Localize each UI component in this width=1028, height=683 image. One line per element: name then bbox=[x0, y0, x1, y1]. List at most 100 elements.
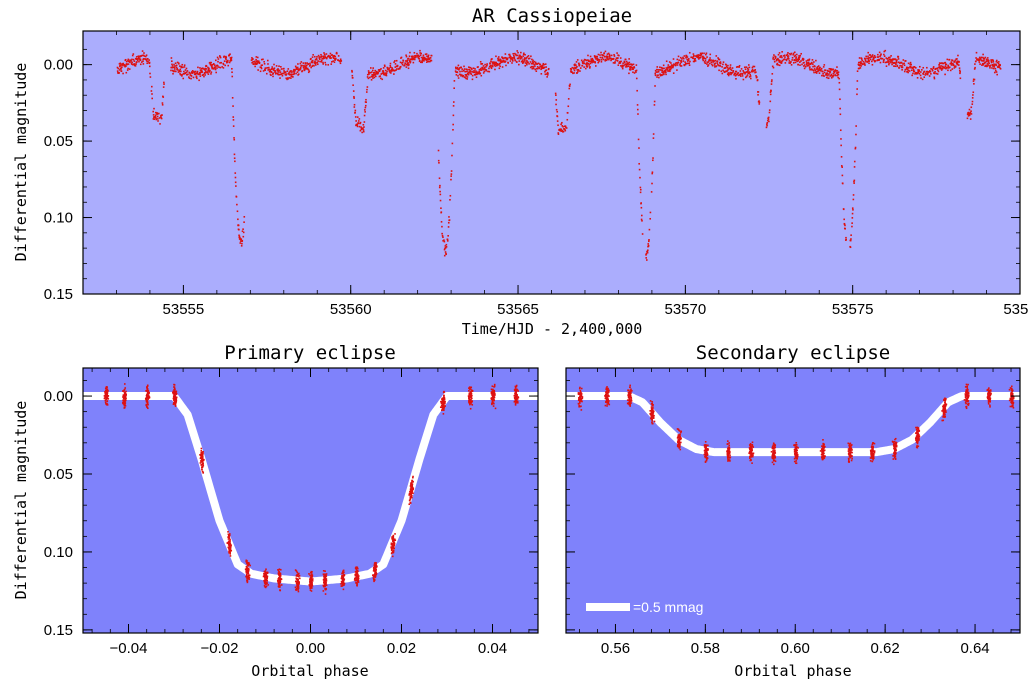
data-point bbox=[297, 587, 300, 590]
data-point bbox=[158, 112, 160, 115]
data-point bbox=[310, 57, 312, 60]
data-point bbox=[583, 66, 585, 68]
data-point bbox=[121, 66, 123, 68]
data-point bbox=[742, 78, 745, 81]
data-point bbox=[947, 69, 949, 72]
data-point bbox=[353, 103, 356, 106]
data-point bbox=[423, 59, 425, 62]
data-point bbox=[337, 55, 340, 57]
data-point bbox=[608, 58, 610, 61]
data-point bbox=[939, 66, 942, 69]
data-point bbox=[638, 168, 641, 171]
data-point bbox=[299, 68, 301, 71]
data-point bbox=[394, 69, 396, 72]
data-point bbox=[886, 61, 888, 63]
data-point bbox=[854, 146, 857, 149]
data-point bbox=[650, 418, 653, 420]
data-point bbox=[317, 54, 320, 57]
data-point bbox=[254, 62, 257, 65]
data-point bbox=[765, 126, 768, 129]
data-point bbox=[466, 72, 469, 75]
data-point bbox=[146, 60, 148, 62]
data-point bbox=[190, 75, 193, 77]
data-point bbox=[410, 58, 413, 61]
data-point bbox=[570, 68, 573, 71]
data-point bbox=[375, 572, 377, 575]
data-point bbox=[357, 580, 360, 582]
data-point bbox=[869, 56, 871, 59]
data-point bbox=[566, 112, 569, 114]
data-point bbox=[799, 64, 801, 66]
data-point bbox=[577, 399, 580, 402]
data-point bbox=[516, 398, 519, 400]
data-point bbox=[363, 121, 366, 123]
data-point bbox=[578, 63, 581, 66]
data-point bbox=[604, 59, 607, 62]
data-point bbox=[372, 77, 374, 79]
data-point bbox=[605, 395, 608, 397]
data-point bbox=[822, 450, 825, 452]
data-point bbox=[230, 56, 233, 59]
data-point bbox=[305, 66, 307, 68]
data-point bbox=[889, 56, 891, 59]
data-point bbox=[182, 77, 185, 80]
data-point bbox=[174, 391, 177, 394]
data-point bbox=[533, 60, 536, 63]
data-point bbox=[490, 397, 493, 399]
data-point bbox=[792, 62, 795, 64]
data-point bbox=[392, 537, 394, 540]
data-point bbox=[308, 584, 311, 587]
data-point bbox=[314, 58, 317, 61]
data-point bbox=[180, 70, 182, 73]
data-point bbox=[308, 70, 311, 73]
data-point bbox=[730, 69, 733, 71]
data-point bbox=[335, 57, 337, 60]
data-point bbox=[229, 550, 231, 553]
data-point bbox=[555, 108, 558, 111]
data-point bbox=[273, 68, 275, 70]
data-point bbox=[997, 66, 999, 69]
data-point bbox=[145, 390, 147, 392]
data-point bbox=[200, 456, 202, 459]
data-point bbox=[173, 397, 176, 399]
data-point bbox=[146, 385, 149, 387]
data-point bbox=[139, 63, 142, 66]
data-point bbox=[254, 65, 256, 68]
data-point bbox=[276, 579, 279, 582]
data-point bbox=[177, 71, 180, 73]
data-point bbox=[452, 123, 454, 126]
data-point bbox=[494, 63, 497, 66]
data-point bbox=[744, 68, 747, 71]
data-point bbox=[412, 61, 415, 64]
data-point bbox=[176, 67, 179, 70]
data-point bbox=[751, 68, 754, 71]
data-point bbox=[281, 74, 284, 77]
data-point bbox=[179, 73, 181, 75]
data-point bbox=[309, 589, 312, 591]
data-point bbox=[471, 74, 474, 77]
data-point bbox=[971, 97, 974, 99]
data-point bbox=[664, 70, 667, 72]
data-point bbox=[673, 63, 676, 66]
data-point bbox=[864, 58, 866, 60]
data-point bbox=[246, 577, 248, 580]
data-point bbox=[771, 461, 774, 464]
data-point bbox=[253, 60, 256, 63]
data-point bbox=[219, 62, 221, 64]
data-point bbox=[796, 455, 799, 458]
data-point bbox=[948, 58, 951, 61]
data-point bbox=[526, 56, 529, 58]
data-point bbox=[251, 61, 253, 64]
data-point bbox=[547, 72, 549, 75]
data-point bbox=[750, 459, 752, 462]
data-point bbox=[201, 460, 204, 463]
data-point bbox=[106, 403, 109, 405]
data-point bbox=[821, 448, 823, 451]
data-point bbox=[122, 402, 124, 404]
data-point bbox=[341, 582, 343, 585]
data-point bbox=[855, 133, 857, 136]
data-point bbox=[802, 58, 805, 60]
data-point bbox=[968, 113, 971, 115]
data-point bbox=[736, 72, 739, 75]
data-point bbox=[373, 566, 376, 568]
